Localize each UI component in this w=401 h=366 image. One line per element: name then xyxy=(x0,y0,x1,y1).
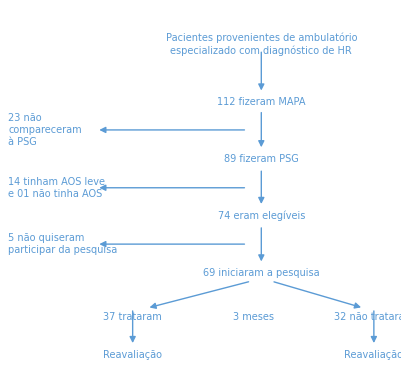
Text: Reavaliação: Reavaliação xyxy=(103,350,162,360)
Text: 14 tinham AOS leve
e 01 não tinha AOS: 14 tinham AOS leve e 01 não tinha AOS xyxy=(8,176,105,199)
Text: Pacientes provenientes de ambulatório
especializado com diagnóstico de HR: Pacientes provenientes de ambulatório es… xyxy=(165,33,356,56)
Text: 69 iniciaram a pesquisa: 69 iniciaram a pesquisa xyxy=(203,268,319,278)
Text: 3 meses: 3 meses xyxy=(232,311,273,322)
Text: 23 não
compareceram
à PSG: 23 não compareceram à PSG xyxy=(8,112,81,147)
Text: Reavaliação: Reavaliação xyxy=(344,350,401,360)
Text: 5 não quiseram
participar da pesquisa: 5 não quiseram participar da pesquisa xyxy=(8,233,117,255)
Text: 32 não trataram: 32 não trataram xyxy=(333,311,401,322)
Text: 112 fizeram MAPA: 112 fizeram MAPA xyxy=(217,97,305,108)
Text: 74 eram elegíveis: 74 eram elegíveis xyxy=(217,211,304,221)
Text: 37 trataram: 37 trataram xyxy=(103,311,162,322)
Text: 89 fizeram PSG: 89 fizeram PSG xyxy=(223,154,298,164)
